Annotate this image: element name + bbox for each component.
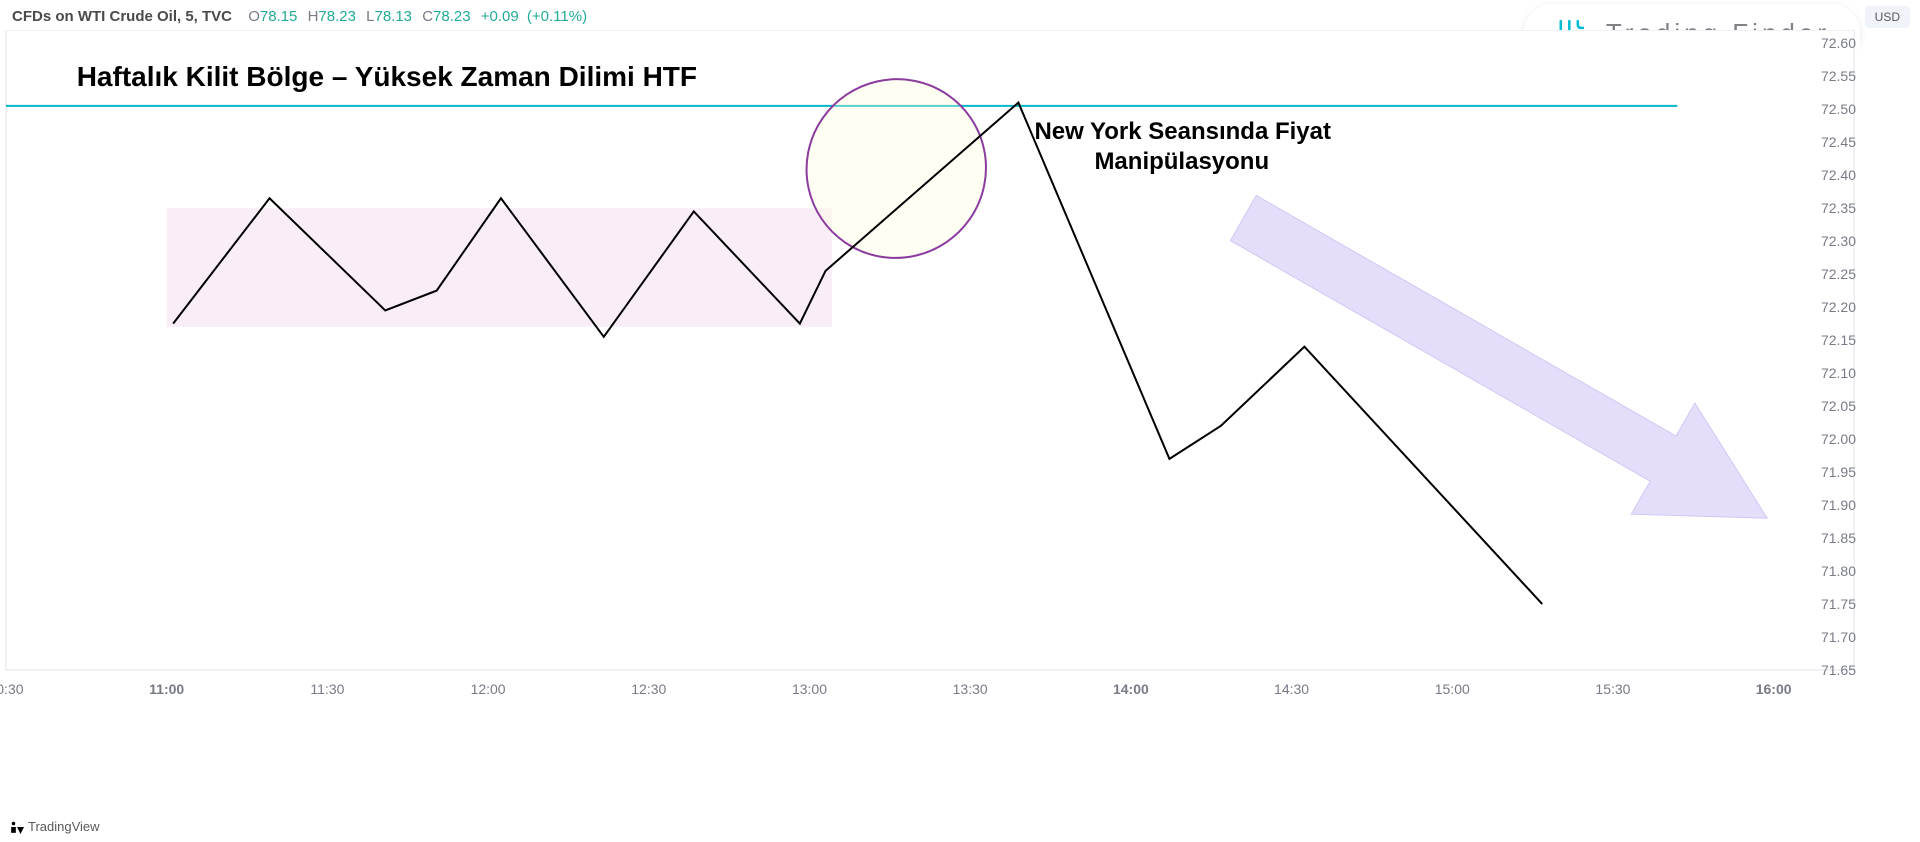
x-tick-label: 12:30 [631, 681, 666, 697]
y-tick-label: 72.00 [1821, 431, 1856, 447]
x-tick-label: 13:00 [792, 681, 827, 697]
y-tick-label: 72.40 [1821, 167, 1856, 183]
x-tick-label: 13:30 [953, 681, 988, 697]
x-tick-label: 11:00 [149, 681, 184, 697]
y-tick-label: 72.60 [1821, 35, 1856, 51]
y-tick-label: 72.05 [1821, 398, 1856, 414]
y-tick-label: 71.65 [1821, 662, 1856, 678]
y-tick-label: 72.55 [1821, 68, 1856, 84]
y-tick-label: 72.15 [1821, 332, 1856, 348]
y-tick-label: 72.35 [1821, 200, 1856, 216]
tradingview-watermark: TradingView [10, 819, 100, 834]
ohlc-change-pct: (+0.11%) [527, 8, 587, 25]
x-tick-label: 14:00 [1113, 681, 1149, 697]
key-zone-title: Haftalık Kilit Bölge – Yüksek Zaman Dili… [77, 61, 697, 92]
y-tick-label: 72.25 [1821, 266, 1856, 282]
y-tick-label: 71.70 [1821, 629, 1856, 645]
x-tick-label: 12:00 [471, 681, 506, 697]
ohlc-l-value: 78.13 [374, 8, 412, 25]
ohlc-h-value: 78.23 [318, 8, 356, 25]
ohlc-h-label: H [308, 8, 319, 25]
y-tick-label: 72.20 [1821, 299, 1856, 315]
watermark-text: TradingView [28, 819, 100, 834]
ohlc-o-label: O [248, 8, 260, 25]
x-tick-label: 10:30 [0, 681, 24, 697]
y-tick-label: 71.80 [1821, 563, 1856, 579]
y-tick-label: 72.10 [1821, 365, 1856, 381]
x-tick-label: 14:30 [1274, 681, 1309, 697]
y-tick-label: 71.95 [1821, 464, 1856, 480]
x-tick-label: 15:00 [1435, 681, 1470, 697]
price-chart[interactable]: Haftalık Kilit Bölge – Yüksek Zaman Dili… [0, 30, 1860, 800]
manipulation-label-line1: New York Seansında Fiyat [1034, 118, 1331, 145]
y-tick-label: 72.30 [1821, 233, 1856, 249]
ohlc-change: +0.09 [481, 8, 519, 25]
symbol-text: CFDs on WTI Crude Oil, 5, TVC [12, 8, 232, 25]
ohlc-c-value: 78.23 [433, 8, 471, 25]
y-tick-label: 71.85 [1821, 530, 1856, 546]
x-tick-label: 16:00 [1756, 681, 1792, 697]
y-tick-label: 71.90 [1821, 497, 1856, 513]
currency-badge[interactable]: USD [1865, 6, 1910, 28]
y-tick-label: 72.45 [1821, 134, 1856, 150]
ohlc-header: CFDs on WTI Crude Oil, 5, TVC O78.15 H78… [12, 8, 587, 25]
tradingview-icon [10, 820, 24, 834]
y-tick-label: 71.75 [1821, 596, 1856, 612]
y-tick-label: 72.50 [1821, 101, 1856, 117]
ohlc-c-label: C [422, 8, 433, 25]
x-tick-label: 15:30 [1595, 681, 1630, 697]
consolidation-range [167, 208, 832, 327]
manipulation-label-line2: Manipülasyonu [1094, 148, 1269, 175]
ohlc-o-value: 78.15 [260, 8, 298, 25]
x-tick-label: 11:30 [310, 681, 344, 697]
